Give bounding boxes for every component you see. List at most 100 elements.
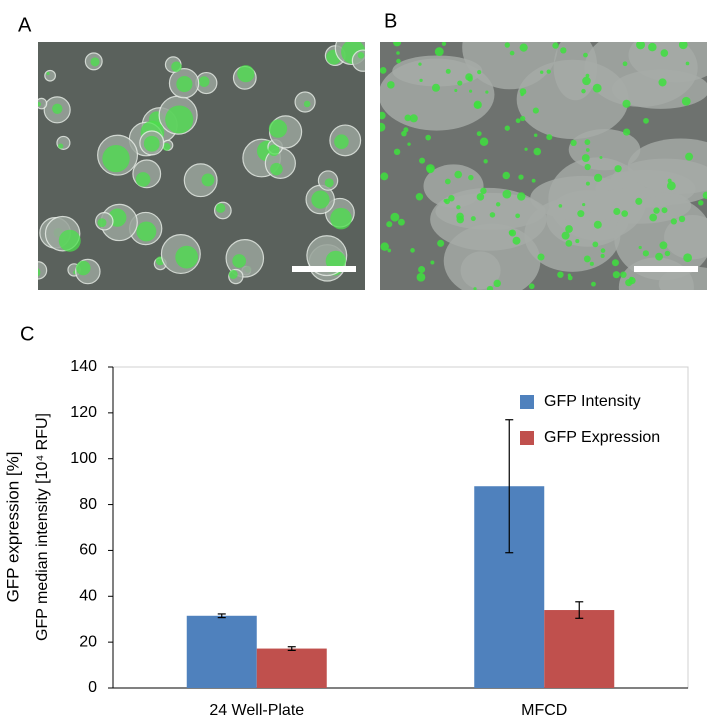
cell-sheet — [423, 164, 484, 208]
gfp-signal — [97, 218, 107, 228]
x-tick-label: MFCD — [521, 702, 567, 719]
gfp-signal — [380, 122, 386, 132]
gfp-signal — [678, 215, 686, 223]
gfp-signal — [404, 114, 412, 122]
gfp-signal — [434, 47, 444, 57]
gfp-signal — [557, 271, 564, 278]
gfp-signal — [702, 191, 707, 200]
gfp-signal — [470, 216, 476, 222]
gfp-signal — [476, 131, 482, 137]
gfp-signal — [623, 128, 631, 136]
gfp-signal — [485, 90, 489, 94]
y-tick-label: 80 — [79, 496, 97, 513]
gfp-signal — [629, 276, 633, 281]
gfp-signal — [636, 42, 646, 50]
gfp-signal — [198, 76, 210, 88]
gfp-signal — [165, 105, 194, 134]
cell-sheet — [392, 55, 483, 87]
gfp-signal — [584, 139, 591, 145]
gfp-signal — [357, 52, 365, 59]
gfp-signal — [621, 210, 629, 217]
gfp-signal — [90, 57, 100, 67]
gfp-signal — [533, 147, 542, 156]
gfp-signal — [512, 236, 521, 245]
gfp-signal — [504, 125, 510, 131]
gfp-signal — [638, 245, 642, 250]
legend-label: GFP Expression — [544, 429, 660, 446]
gfp-signal — [454, 88, 458, 93]
scale-bar — [634, 266, 698, 272]
gfp-signal — [591, 281, 596, 287]
gfp-signal — [532, 107, 539, 114]
gfp-signal — [410, 248, 415, 253]
gfp-signal — [330, 207, 352, 230]
error-bar — [287, 646, 296, 651]
gfp-signal — [577, 210, 585, 218]
bar — [544, 610, 615, 688]
gfp-signal — [445, 68, 451, 74]
gfp-signal — [683, 253, 692, 263]
y-tick-label: 0 — [88, 679, 97, 696]
gfp-signal — [508, 229, 514, 236]
gfp-signal — [311, 190, 330, 209]
micrograph — [38, 42, 365, 290]
gfp-signal — [393, 42, 402, 47]
gfp-signal — [698, 200, 704, 206]
gfp-signal — [592, 83, 602, 93]
gfp-signal — [519, 43, 528, 52]
gfp-signal — [418, 62, 422, 66]
gfp-signal — [387, 248, 392, 253]
gfp-signal — [546, 69, 551, 74]
gfp-signal — [456, 215, 465, 224]
gfp-signal — [176, 76, 193, 93]
gfp-signal — [537, 253, 545, 261]
gfp-signal — [658, 78, 667, 87]
gfp-signal — [517, 192, 526, 201]
gfp-signal — [625, 279, 633, 287]
y-tick-label: 120 — [70, 404, 97, 421]
gfp-signal — [393, 148, 401, 156]
gfp-signal — [581, 154, 590, 162]
gfp-signal — [425, 134, 432, 141]
panel-label: A — [18, 14, 32, 36]
gfp-signal — [585, 73, 590, 78]
gfp-signal — [582, 202, 586, 207]
gfp-signal — [401, 130, 407, 137]
gfp-signal — [600, 253, 605, 259]
gfp-signal — [585, 181, 590, 186]
gfp-signal — [622, 99, 631, 108]
error-bar — [575, 601, 584, 619]
panel-label: B — [384, 10, 397, 32]
micrograph — [380, 42, 707, 290]
gfp-signal — [486, 285, 494, 290]
x-tick-label: 24 Well-Plate — [209, 702, 304, 719]
gfp-signal — [479, 137, 489, 147]
cell-colony — [38, 97, 48, 110]
gfp-signal — [456, 205, 461, 210]
gfp-signal — [515, 118, 521, 124]
gfp-signal — [102, 144, 130, 173]
gfp-signal — [380, 67, 387, 74]
gfp-signal — [599, 156, 603, 160]
gfp-signal — [58, 143, 64, 149]
legend-swatch — [520, 395, 534, 409]
gfp-signal — [515, 213, 521, 219]
scale-bar — [292, 266, 356, 272]
gfp-signal — [659, 241, 668, 250]
gfp-signal — [426, 166, 434, 174]
gfp-signal — [143, 135, 160, 152]
gfp-signal — [661, 207, 668, 214]
gfp-signal — [664, 250, 671, 257]
gfp-signal — [268, 119, 288, 138]
gfp-signal — [396, 58, 401, 64]
gfp-signal — [653, 207, 660, 214]
gfp-signal — [407, 142, 411, 146]
gfp-signal — [655, 252, 664, 261]
gfp-signal — [622, 61, 628, 67]
gfp-signal — [600, 248, 606, 253]
gfp-signal — [476, 193, 485, 201]
gfp-signal — [380, 172, 389, 181]
y-axis-label: GFP median intensity [10⁴ RFU] — [34, 413, 51, 641]
gfp-signal — [415, 193, 424, 201]
gfp-signal — [75, 260, 91, 276]
